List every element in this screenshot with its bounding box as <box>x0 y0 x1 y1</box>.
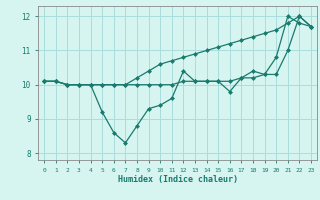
X-axis label: Humidex (Indice chaleur): Humidex (Indice chaleur) <box>118 175 238 184</box>
